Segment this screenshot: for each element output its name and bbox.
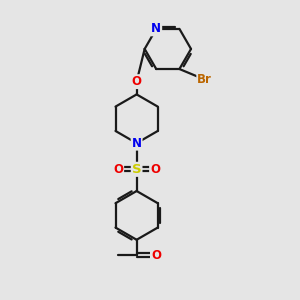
Text: N: N	[132, 137, 142, 150]
Text: N: N	[151, 22, 161, 35]
Text: S: S	[132, 163, 141, 176]
Text: Br: Br	[197, 73, 212, 86]
Text: O: O	[151, 249, 161, 262]
Text: O: O	[113, 163, 123, 176]
Text: O: O	[132, 75, 142, 88]
Text: O: O	[150, 163, 160, 176]
